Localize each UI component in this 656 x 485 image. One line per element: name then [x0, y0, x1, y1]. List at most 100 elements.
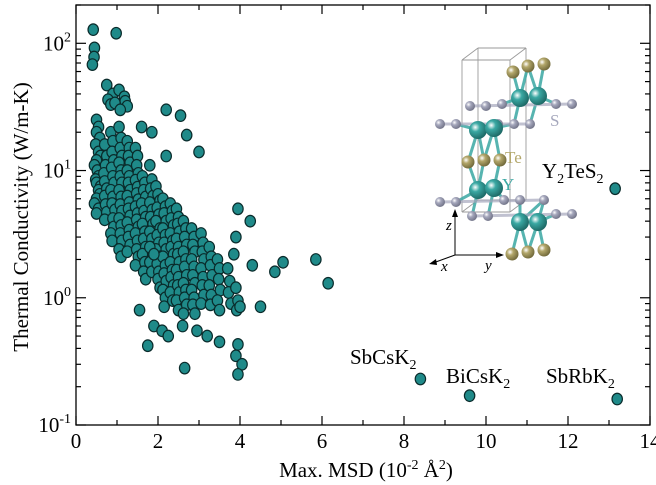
y-tick-label: 10-1	[38, 412, 71, 437]
data-point	[162, 329, 175, 343]
atom-y	[529, 213, 547, 231]
x-axis-title-sup2: 2	[439, 458, 446, 473]
data-point	[191, 324, 203, 338]
atom-te	[537, 57, 551, 71]
data-point	[177, 307, 190, 321]
atom-te	[537, 243, 551, 257]
atom-s	[551, 99, 561, 109]
data-point	[121, 245, 134, 259]
data-point	[230, 230, 242, 244]
x-tick-label: 0	[71, 429, 82, 453]
atom-y	[469, 121, 487, 139]
atom-s	[481, 101, 491, 111]
data-point	[144, 158, 156, 172]
label-y2tes2: Y2TeS2	[542, 159, 604, 187]
atom-s	[539, 195, 549, 205]
inset-axis-x: x	[440, 259, 448, 275]
atom-s	[465, 101, 475, 111]
atom-te	[521, 245, 535, 259]
atom-s	[451, 119, 461, 129]
data-point-sbrbk2	[611, 392, 623, 406]
y-tick-label: 101	[43, 158, 71, 183]
data-point	[110, 26, 122, 40]
atom-y	[469, 181, 487, 199]
x-tick-label: 10	[476, 429, 497, 453]
atom-y	[485, 179, 503, 197]
data-point	[246, 258, 259, 272]
atom-y	[529, 87, 547, 105]
data-point	[100, 78, 113, 92]
data-point	[176, 319, 189, 333]
data-point	[180, 128, 193, 142]
data-point-y2tes2	[609, 182, 621, 196]
x-tick-label: 14	[640, 429, 656, 453]
data-point	[277, 255, 289, 269]
data-point	[160, 103, 172, 117]
data-point	[213, 303, 226, 317]
x-axis-title-unit: Å	[419, 458, 440, 482]
data-point-bicsk2	[463, 389, 476, 403]
x-axis-title: Max. MSD (10-2 Å2)	[279, 458, 453, 482]
data-point	[230, 281, 242, 295]
data-point	[213, 335, 226, 349]
atom-y	[511, 213, 529, 231]
data-point	[189, 307, 201, 321]
points-layer	[86, 23, 623, 406]
data-point	[244, 214, 257, 228]
data-point	[201, 329, 213, 343]
data-point	[230, 349, 242, 363]
atom-label-s: S	[550, 111, 559, 130]
atom-s	[509, 119, 519, 129]
data-point	[146, 125, 158, 139]
x-tick-label: 6	[317, 429, 328, 453]
data-point	[310, 253, 322, 266]
data-point	[133, 303, 146, 317]
inset-axis-z: z	[445, 218, 452, 234]
y-tick-label: 102	[43, 30, 71, 55]
label-sbcsk2: SbCsK2	[350, 345, 417, 373]
data-point-sbcsk2	[414, 372, 427, 386]
x-axis-title-sup: -2	[407, 458, 419, 473]
atom-te	[461, 155, 475, 169]
data-point	[212, 272, 225, 286]
atom-s	[467, 211, 477, 221]
atom-s	[551, 209, 561, 219]
crystal-inset: S Te Y z x y	[429, 47, 577, 275]
x-tick-label: 2	[153, 429, 164, 453]
data-point	[148, 247, 160, 261]
annotations-layer: Y2TeS2 SbCsK2 BiCsK2 SbRbK2	[350, 159, 615, 392]
atom-s	[567, 209, 577, 219]
x-tick-label: 8	[399, 429, 410, 453]
data-point	[141, 339, 154, 353]
atom-te	[477, 153, 491, 167]
atom-te	[493, 153, 507, 167]
data-point	[232, 367, 244, 381]
atom-label-te: Te	[505, 148, 522, 167]
data-point	[113, 120, 125, 134]
atom-s	[451, 197, 461, 207]
label-bicsk2: BiCsK2	[446, 364, 510, 392]
atom-s	[483, 211, 493, 221]
data-point	[322, 276, 334, 290]
data-point	[158, 300, 170, 314]
y-axis-title: Thermal Conductivity (W/m-K)	[9, 82, 33, 351]
data-point	[135, 120, 148, 134]
inset-axes: z x y	[429, 209, 504, 275]
atom-y	[511, 89, 529, 107]
atoms	[435, 57, 577, 261]
data-point	[174, 109, 187, 123]
data-point	[234, 300, 246, 314]
data-point	[269, 265, 281, 279]
data-point	[87, 23, 100, 37]
data-point	[178, 361, 191, 375]
x-tick-label: 4	[235, 429, 246, 453]
data-point	[232, 202, 244, 216]
axes: 0 2 4 6 8 10 12 14 10-1 100 101 102	[38, 4, 656, 453]
atom-s	[497, 99, 507, 109]
atom-s	[515, 195, 525, 205]
x-axis-title-end: )	[446, 458, 453, 482]
x-tick-label: 12	[558, 429, 579, 453]
atom-y	[485, 119, 503, 137]
atom-te	[521, 59, 535, 73]
data-point	[193, 145, 205, 159]
